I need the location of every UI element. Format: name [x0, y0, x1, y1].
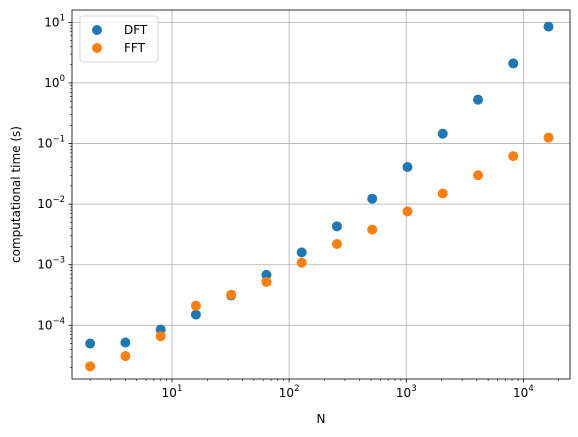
plot-frame — [71, 9, 571, 380]
y-tick-label: 10−4 — [37, 316, 65, 332]
point-fft-256 — [331, 238, 342, 249]
point-dft-4096 — [472, 94, 483, 105]
point-fft-64 — [261, 276, 272, 287]
legend-label-fft: FFT — [124, 41, 146, 55]
point-fft-512 — [367, 224, 378, 235]
x-tick-label: 101 — [162, 384, 183, 400]
point-dft-8192 — [508, 58, 519, 69]
point-fft-2048 — [437, 188, 448, 199]
y-tick-label: 10−1 — [37, 135, 65, 151]
x-tick-label: 104 — [513, 384, 534, 400]
data-points — [85, 21, 554, 372]
y-tick-label: 10−2 — [37, 195, 65, 211]
point-dft-4 — [120, 337, 131, 348]
point-fft-32 — [226, 289, 237, 300]
axis-ticks: 101 102 103 104 10−4 10−3 10−2 10−1 100 101 — [37, 13, 559, 400]
y-axis-label: computational time (s) — [9, 126, 23, 263]
grid-lines — [72, 10, 570, 379]
point-dft-2048 — [437, 128, 448, 139]
point-fft-16 — [190, 300, 201, 311]
point-fft-4096 — [472, 170, 483, 181]
point-dft-16 — [190, 309, 201, 320]
point-dft-512 — [367, 193, 378, 204]
point-dft-64 — [261, 269, 272, 280]
point-dft-1024 — [402, 162, 413, 173]
point-dft-16384 — [543, 21, 554, 32]
point-fft-8192 — [508, 151, 519, 162]
x-axis-label: N — [317, 412, 326, 426]
point-fft-2 — [85, 361, 96, 372]
point-dft-128 — [296, 247, 307, 258]
legend-label-dft: DFT — [124, 23, 148, 37]
point-fft-8 — [155, 331, 166, 342]
point-dft-256 — [331, 221, 342, 232]
point-fft-16384 — [543, 132, 554, 143]
point-fft-1024 — [402, 206, 413, 217]
legend-marker-fft — [92, 43, 102, 53]
y-tick-label: 10−3 — [37, 256, 65, 272]
x-tick-label: 103 — [396, 384, 417, 400]
point-fft-4 — [120, 351, 131, 362]
y-tick-label: 101 — [44, 13, 65, 29]
legend: DFT FFT — [79, 15, 159, 63]
legend-marker-dft — [92, 25, 102, 35]
point-fft-128 — [296, 257, 307, 268]
x-tick-label: 102 — [279, 384, 300, 400]
y-tick-label: 100 — [44, 74, 65, 90]
point-dft-2 — [85, 338, 96, 349]
